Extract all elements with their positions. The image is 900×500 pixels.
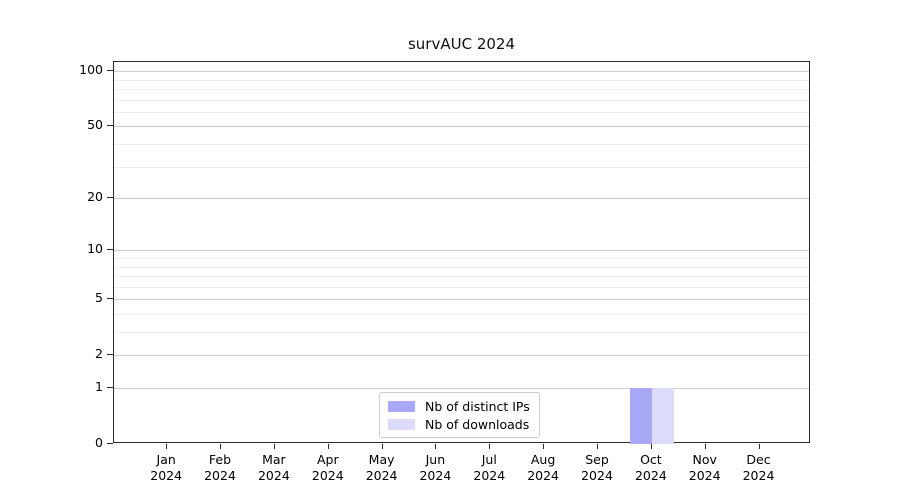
x-tick-year: 2024 (742, 468, 775, 483)
y-gridline-major (114, 126, 809, 128)
y-tick-mark (107, 387, 113, 388)
x-tick-mark (327, 444, 329, 449)
legend-swatch (388, 400, 415, 412)
chart-title: survAUC 2024 (407, 35, 516, 53)
y-gridline-minor (114, 266, 809, 268)
x-tick-mark (381, 444, 383, 449)
y-gridline-minor (114, 88, 809, 90)
y-gridline-minor (114, 99, 809, 101)
y-gridline-minor (114, 257, 809, 259)
y-tick-label: 1 (95, 379, 103, 394)
y-gridline-minor (114, 111, 809, 113)
y-gridline-major (114, 198, 809, 199)
y-tick-mark (107, 70, 113, 72)
y-gridline-major (114, 299, 809, 301)
y-tick-label: 0 (95, 435, 103, 450)
y-gridline-minor (114, 313, 809, 315)
y-gridline-major (114, 71, 809, 73)
x-tick-label: Sep 2024 (567, 452, 627, 484)
x-tick-label: May 2024 (352, 452, 412, 484)
legend-row: Nb of downloads (388, 416, 530, 432)
x-tick-mark (758, 444, 760, 449)
x-tick-month: Aug (530, 452, 556, 467)
x-tick-label: Mar 2024 (244, 452, 304, 484)
y-tick-label: 10 (87, 241, 103, 257)
y-tick-mark (107, 443, 113, 444)
x-tick-year: 2024 (311, 468, 344, 483)
y-gridline-major (114, 388, 809, 389)
y-tick-mark (107, 354, 113, 356)
x-tick-label: Nov 2024 (675, 452, 735, 484)
y-gridline-major (114, 355, 809, 357)
x-tick-month: Dec (746, 452, 771, 467)
x-tick-label: Jan 2024 (136, 452, 196, 484)
y-gridline-minor (114, 286, 809, 288)
x-tick-year: 2024 (150, 468, 183, 483)
legend: Nb of distinct IPs Nb of downloads (379, 392, 540, 438)
x-tick-month: Mar (262, 452, 286, 467)
x-tick-mark (220, 444, 221, 449)
y-gridline-minor (114, 166, 809, 168)
x-tick-year: 2024 (688, 468, 721, 483)
y-tick-label: 100 (79, 62, 103, 78)
x-tick-mark (704, 444, 706, 449)
y-gridline-minor (114, 143, 809, 145)
x-tick-month: Oct (640, 452, 662, 467)
x-tick-mark (650, 444, 652, 449)
bar-nb-of-distinct-ips (629, 388, 652, 444)
x-tick-mark (597, 444, 598, 449)
x-tick-label: Jul 2024 (459, 452, 519, 484)
bar-nb-of-downloads (651, 388, 674, 444)
x-tick-month: Sep (585, 452, 609, 467)
x-tick-label: Oct 2024 (621, 452, 681, 484)
x-tick-month: Jul (481, 452, 497, 467)
x-tick-year: 2024 (634, 468, 667, 483)
x-tick-year: 2024 (365, 468, 398, 483)
y-tick-label: 2 (95, 346, 103, 362)
plot-area: Nb of distinct IPs Nb of downloads (113, 61, 810, 444)
y-tick-mark (107, 125, 113, 127)
x-tick-label: Aug 2024 (513, 452, 573, 484)
x-tick-mark (435, 444, 437, 449)
x-tick-label: Feb 2024 (190, 452, 250, 484)
x-tick-mark (489, 444, 491, 449)
x-tick-month: Jun (425, 452, 446, 467)
x-tick-year: 2024 (527, 468, 559, 483)
x-tick-year: 2024 (581, 468, 613, 483)
x-tick-month: Jan (156, 452, 176, 467)
legend-label: Nb of distinct IPs (425, 398, 530, 414)
x-tick-year: 2024 (473, 468, 506, 483)
x-tick-year: 2024 (257, 468, 290, 483)
legend-swatch (388, 418, 415, 430)
y-tick-mark (107, 249, 113, 251)
y-gridline-major (114, 250, 809, 252)
y-tick-label: 20 (87, 189, 103, 204)
y-tick-label: 50 (87, 117, 103, 133)
x-tick-year: 2024 (204, 468, 236, 483)
x-tick-mark (543, 444, 545, 449)
legend-label: Nb of downloads (425, 416, 530, 432)
y-gridline-minor (114, 79, 809, 81)
x-tick-month: Nov (692, 452, 717, 467)
x-tick-label: Jun 2024 (405, 452, 465, 484)
y-tick-mark (107, 298, 113, 300)
y-tick-label: 5 (95, 290, 103, 306)
x-tick-label: Apr 2024 (298, 452, 358, 484)
x-tick-mark (166, 444, 168, 449)
x-tick-label: Dec 2024 (729, 452, 789, 484)
x-tick-month: Apr (316, 452, 339, 467)
x-tick-year: 2024 (419, 468, 452, 483)
legend-row: Nb of distinct IPs (388, 398, 530, 414)
x-tick-month: Feb (208, 452, 232, 467)
y-gridline-minor (114, 332, 809, 333)
y-tick-mark (107, 197, 113, 198)
x-tick-mark (273, 444, 275, 449)
x-tick-month: May (368, 452, 395, 467)
y-gridline-minor (114, 276, 809, 277)
